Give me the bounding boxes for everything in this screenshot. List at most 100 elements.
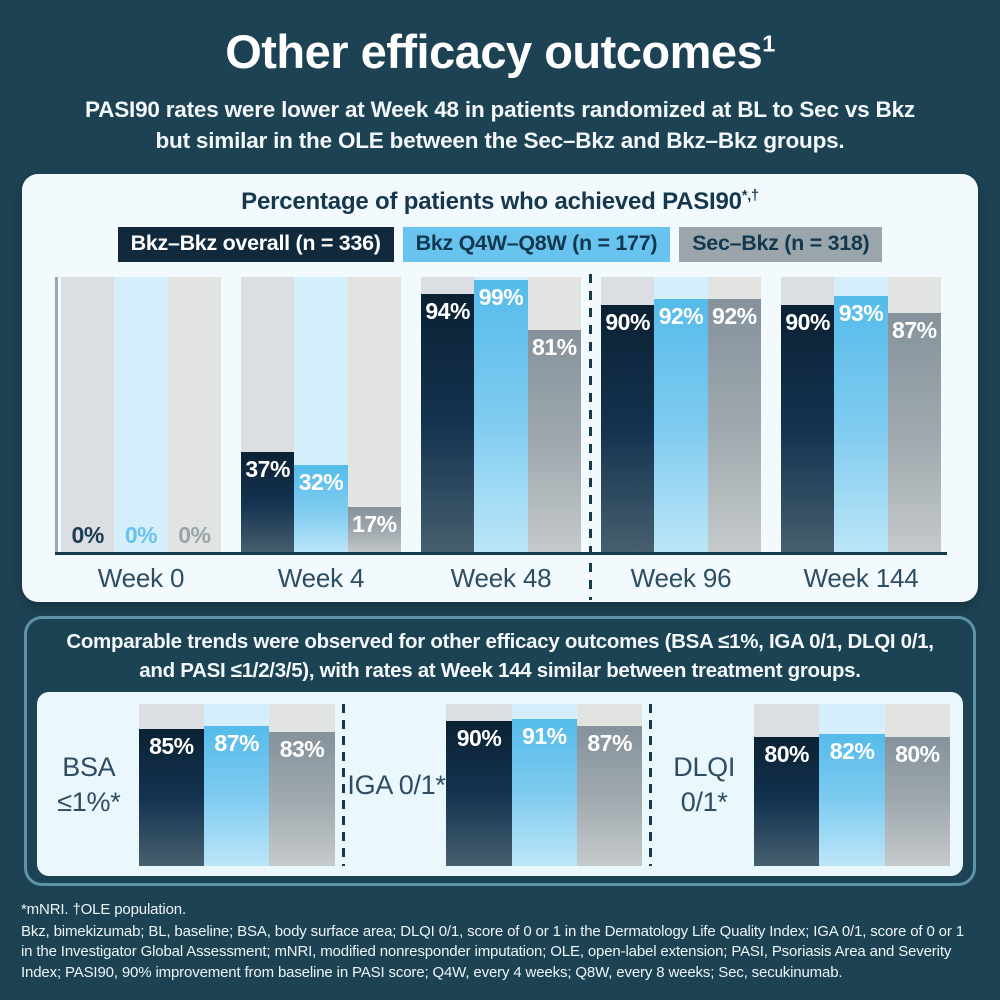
bar-track: 0% <box>114 277 168 555</box>
mini-charts-panel: BSA ≤1%* 85% 87% 83% IGA 0/1* 90% 91% 87% DLQI 0/… <box>37 692 963 877</box>
chart-title: Percentage of patients who achieved PASI… <box>22 188 978 216</box>
bar-track: 32% <box>294 277 348 555</box>
bar-fill: 83% <box>269 732 335 867</box>
title-superscript: 1 <box>762 30 775 57</box>
legend-item-bkz-bkz-overall: Bkz–Bkz overall (n = 336) <box>117 227 394 263</box>
legend-item-bkz-q4w-q8w: Bkz Q4W–Q8W (n = 177) <box>402 227 671 263</box>
bar-value-label: 99% <box>478 283 524 310</box>
bar-fill: 90% <box>601 304 655 555</box>
bar-value-label: 87% <box>214 729 259 756</box>
x-axis-label: Week 144 <box>803 563 919 594</box>
footnotes: *mNRI. †OLE population. Bkz, bimekizumab… <box>21 900 979 984</box>
bar-track: 90% <box>601 277 655 555</box>
mini-chart-label: DLQI 0/1* <box>673 752 736 818</box>
bar-group-week-144: 90% 93% 87% Week 144 <box>781 277 941 596</box>
subtitle-line-1: PASI90 rates were lower at Week 48 in pa… <box>85 97 915 122</box>
mini-chart-label: BSA ≤1%* <box>57 752 121 818</box>
bar-track: 87% <box>204 704 270 867</box>
dashed-divider <box>341 704 345 867</box>
bar-cluster: 90% 92% 92% <box>601 277 761 555</box>
bar-value-label: 90% <box>785 308 830 335</box>
bar-value-label: 32% <box>298 469 344 496</box>
bar-track: 0% <box>167 277 221 555</box>
bar-fill: 80% <box>754 736 820 867</box>
bar-value-label: 93% <box>838 300 884 327</box>
bar-track: 91% <box>511 704 577 867</box>
bar-value-label: 90% <box>456 724 502 751</box>
x-axis-label: Week 96 <box>630 563 732 594</box>
bar-track: 82% <box>819 704 885 867</box>
bar-fill: 92% <box>707 299 761 555</box>
page-subtitle: PASI90 rates were lower at Week 48 in pa… <box>0 94 1000 156</box>
bar-cluster: 94% 99% 81% <box>421 277 581 555</box>
bar-value-label: 0% <box>178 522 211 549</box>
note-line-2: and PASI ≤1/2/3/5), with rates at Week 1… <box>139 658 861 682</box>
bar-fill: 87% <box>887 313 941 555</box>
pasi90-chart-card: Percentage of patients who achieved PASI… <box>22 174 978 603</box>
mini-chart-label: IGA 0/1* <box>347 769 446 800</box>
bar-track: 90% <box>781 277 835 555</box>
bar-fill: 92% <box>654 299 708 555</box>
x-axis-label: Week 48 <box>450 563 552 594</box>
bar-cluster: 37% 32% 17% <box>241 277 401 555</box>
bar-cluster: 0% 0% 0% <box>61 277 221 555</box>
bar-fill: 82% <box>819 733 885 867</box>
chart-legend: Bkz–Bkz overall (n = 336) Bkz Q4W–Q8W (n… <box>22 227 978 263</box>
bar-value-label: 87% <box>892 317 937 344</box>
bar-fill: 32% <box>294 465 348 555</box>
bar-value-label: 80% <box>764 740 809 767</box>
bar-fill: 17% <box>347 507 401 555</box>
bar-fill: 87% <box>577 725 643 867</box>
bar-value-label: 94% <box>425 297 470 324</box>
bar-value-label: 91% <box>522 723 567 750</box>
bar-value-label: 90% <box>605 308 650 335</box>
bar-value-label: 17% <box>352 511 397 538</box>
bar-fill: 91% <box>511 719 577 867</box>
bar-track: 85% <box>138 704 204 867</box>
bar-value-label: 81% <box>532 333 577 360</box>
bar-track: 92% <box>707 277 761 555</box>
pasi90-bar-chart: 0% 0% 0% Week 0 37% 32% 17% Week 4 94% 99% 81% Week… <box>55 274 978 601</box>
bar-value-label: 0% <box>124 522 158 549</box>
bar-track: 0% <box>61 277 115 555</box>
bar-value-label: 92% <box>712 303 757 330</box>
bar-fill: 90% <box>446 720 512 867</box>
bar-track: 87% <box>577 704 643 867</box>
bar-value-label: 82% <box>829 737 875 764</box>
bar-value-label: 85% <box>149 732 194 759</box>
bar-track: 83% <box>269 704 335 867</box>
bar-cluster: 90% 93% 87% <box>781 277 941 555</box>
bar-value-label: 80% <box>895 740 940 767</box>
other-outcomes-card: Comparable trends were observed for othe… <box>24 616 976 887</box>
bar-fill: 37% <box>241 451 295 555</box>
page-title-text: Other efficacy outcomes <box>225 25 763 78</box>
bar-track: 99% <box>474 277 528 555</box>
bar-track: 80% <box>754 704 820 867</box>
bar-value-label: 37% <box>245 455 290 482</box>
bar-track: 93% <box>834 277 888 555</box>
bar-cluster: 80% 82% 80% <box>754 704 950 867</box>
bar-fill: 87% <box>204 725 270 867</box>
bar-track: 37% <box>241 277 295 555</box>
bar-track: 81% <box>527 277 581 555</box>
bar-fill: 94% <box>421 293 475 555</box>
footnote-abbreviations: Bkz, bimekizumab; BL, baseline; BSA, bod… <box>21 922 964 982</box>
chart-title-text: Percentage of patients who achieved PASI… <box>241 188 742 216</box>
bar-group-week-4: 37% 32% 17% Week 4 <box>241 277 401 596</box>
bar-track: 94% <box>421 277 475 555</box>
bar-group-week-48: 94% 99% 81% Week 48 <box>421 277 581 596</box>
bar-fill: 85% <box>138 728 204 867</box>
bar-value-label: 87% <box>587 729 632 756</box>
bar-value-label: 92% <box>658 303 704 330</box>
mini-chart-bsa-1: BSA ≤1%* 85% 87% 83% <box>39 704 340 867</box>
y-axis-line <box>55 277 58 555</box>
bar-fill: 80% <box>884 736 950 867</box>
chart-title-superscript: *,† <box>741 188 759 205</box>
bar-fill: 99% <box>474 279 528 555</box>
bar-cluster: 85% 87% 83% <box>138 704 335 867</box>
mini-chart-dlqi-0-1: DLQI 0/1* 80% 82% 80% <box>654 704 955 867</box>
bar-value-label: 83% <box>279 736 325 763</box>
page-title: Other efficacy outcomes1 <box>0 0 1000 79</box>
bar-fill: 81% <box>527 329 581 555</box>
ole-dashed-divider <box>589 274 592 601</box>
